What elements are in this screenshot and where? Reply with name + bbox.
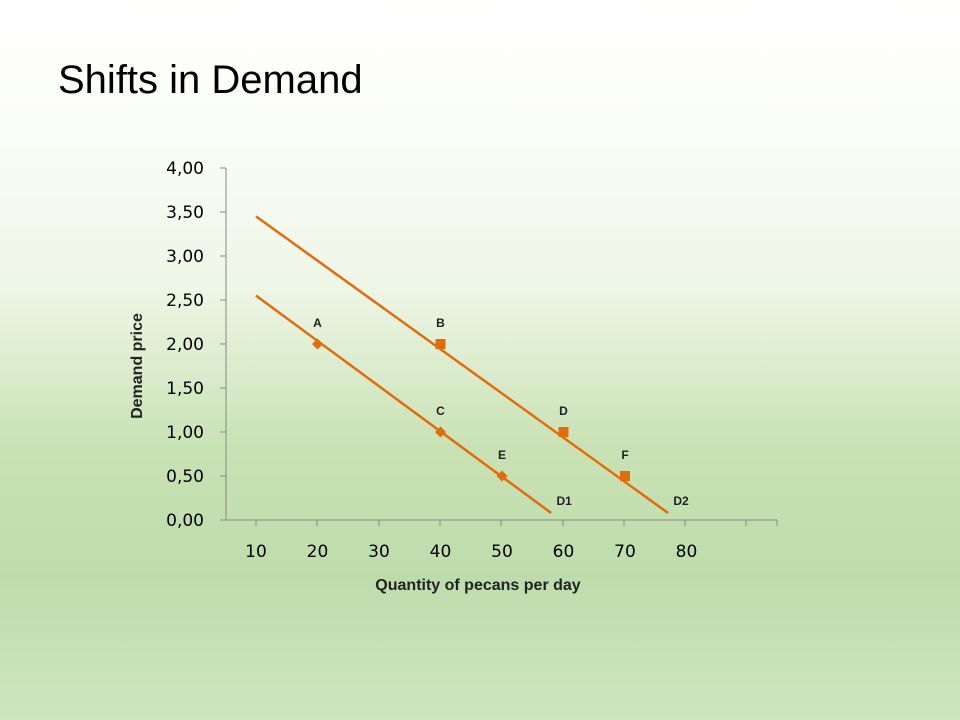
y-tick-label: 0,00: [166, 511, 204, 531]
point-d: [558, 427, 569, 437]
y-axis-title: Demand price: [129, 313, 146, 419]
x-tick-label: 40: [430, 542, 452, 562]
point-f: [620, 471, 630, 481]
x-tick-label: 60: [553, 542, 575, 562]
y-tick-label: 0,50: [166, 467, 204, 487]
point-e: [496, 470, 508, 482]
y-tick-label: 3,00: [166, 247, 204, 267]
x-tick-label: 80: [676, 542, 698, 562]
x-tick-label: 50: [491, 542, 513, 562]
chart-lines: [255, 215, 669, 514]
point-a: [312, 338, 323, 350]
point-label-c: C: [436, 404, 445, 418]
x-tick-label: 70: [614, 542, 636, 562]
y-tick-label: 3,50: [166, 203, 204, 223]
x-axis-title: Quantity of pecans per day: [375, 577, 580, 594]
chart-marks: D1 A C E D2 B D F: [312, 316, 689, 508]
point-label-f: F: [621, 448, 628, 462]
chart-axes: 0,00 0,50 1,00 1,50 2,00 2,50 3,00 3,50 4,00 10 20…: [166, 159, 778, 562]
point-label-b: B: [436, 316, 445, 330]
y-tick-label: 2,50: [166, 291, 204, 311]
x-tick-label: 10: [245, 542, 267, 562]
point-c: [435, 426, 446, 438]
series-label-d2: D2: [673, 494, 689, 508]
series-line-d2: [255, 215, 669, 514]
slide-title: Shifts in Demand: [58, 58, 363, 102]
y-tick-label: 4,00: [166, 159, 204, 179]
y-tick-label: 1,50: [166, 379, 204, 399]
x-tick-label: 20: [307, 542, 329, 562]
series-line-d1: [255, 294, 552, 514]
y-tick-label: 2,00: [166, 335, 204, 355]
point-label-d: D: [559, 404, 568, 418]
series-label-d1: D1: [557, 494, 573, 508]
point-b: [435, 339, 446, 349]
y-tick-label: 1,00: [166, 423, 204, 443]
point-label-a: A: [313, 316, 322, 330]
point-label-e: E: [498, 448, 506, 462]
x-tick-label: 30: [368, 542, 390, 562]
